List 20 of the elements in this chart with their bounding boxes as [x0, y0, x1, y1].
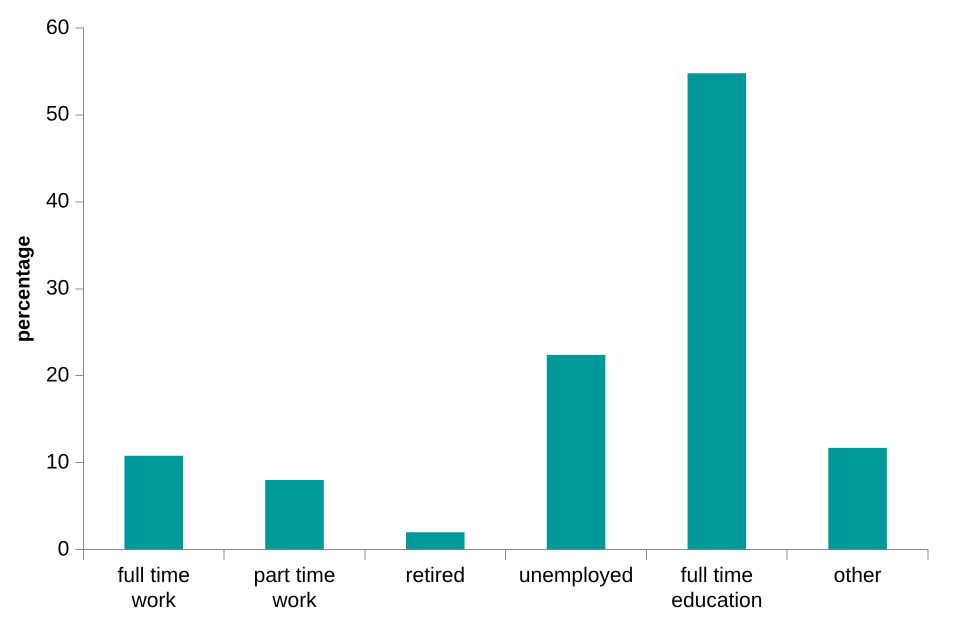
- y-tick-label: 60: [46, 16, 70, 39]
- x-tick-label: part time work: [254, 564, 336, 612]
- x-tick-label: retired: [406, 564, 466, 587]
- y-tick-label: 0: [58, 537, 70, 560]
- bar: [688, 73, 746, 550]
- x-tick-label: full time education: [671, 564, 762, 612]
- x-tick-label: full time work: [118, 564, 190, 612]
- bar: [546, 354, 606, 550]
- y-tick-label: 20: [46, 364, 70, 387]
- bar: [406, 532, 465, 550]
- bar: [265, 480, 324, 550]
- y-tick-label: 30: [46, 276, 70, 300]
- y-axis-title: percentage: [12, 235, 35, 342]
- x-tick-label: unemployed: [518, 564, 634, 587]
- y-tick-label: 50: [46, 102, 70, 126]
- bar: [828, 448, 887, 550]
- y-tick-label: 10: [46, 450, 70, 474]
- bar: [124, 456, 184, 550]
- x-tick-label: other: [834, 564, 882, 587]
- y-tick-label: 40: [46, 190, 70, 213]
